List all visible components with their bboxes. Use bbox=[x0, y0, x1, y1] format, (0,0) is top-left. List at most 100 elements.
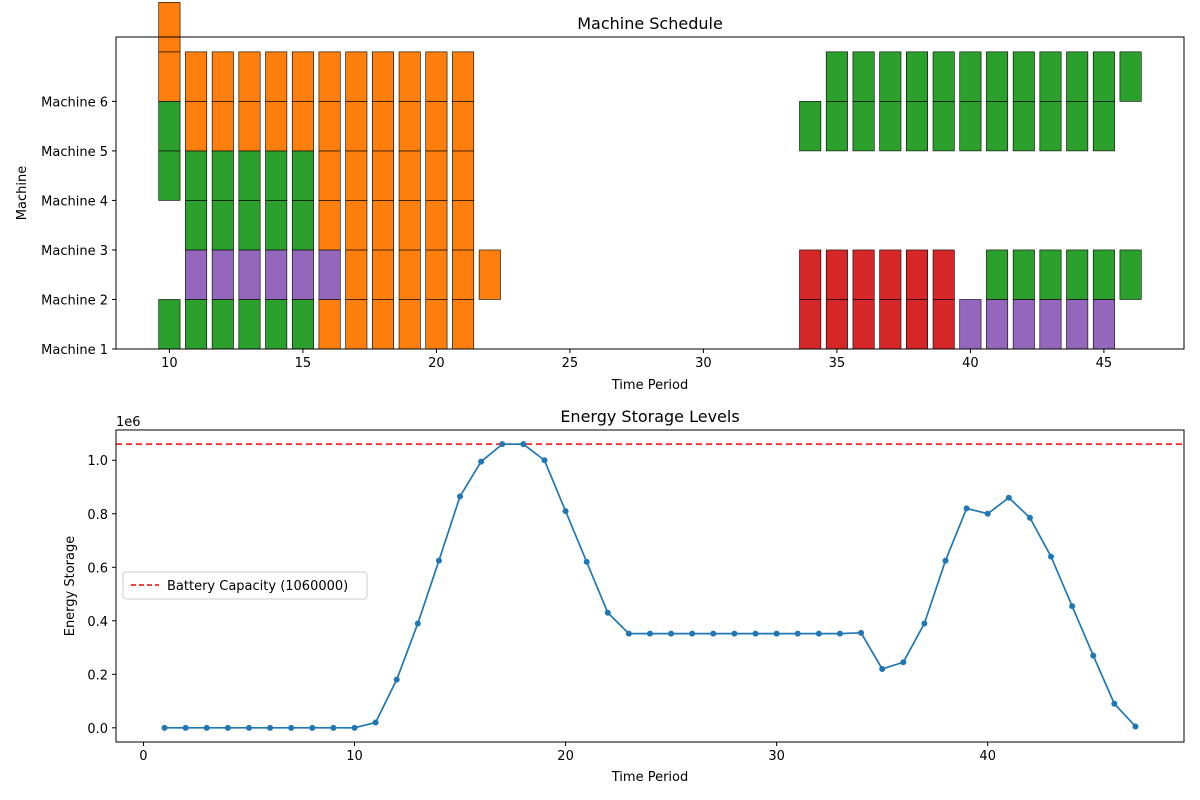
schedule-segment bbox=[265, 101, 288, 152]
schedule-segment bbox=[211, 101, 234, 152]
schedule-segment bbox=[265, 299, 288, 350]
schedule-segment bbox=[185, 299, 208, 350]
schedule-segment bbox=[345, 101, 368, 152]
x-tick-label: 30 bbox=[768, 749, 785, 764]
schedule-segment bbox=[452, 101, 475, 152]
energy-point bbox=[858, 629, 865, 636]
energy-point bbox=[161, 724, 168, 731]
schedule-segment bbox=[185, 150, 208, 201]
schedule-segment bbox=[185, 249, 208, 300]
schedule-segment bbox=[211, 200, 234, 251]
schedule-segment bbox=[318, 249, 341, 300]
energy-x-label: Time Period bbox=[611, 770, 688, 785]
schedule-segment bbox=[1012, 51, 1035, 102]
schedule-segment bbox=[372, 150, 394, 201]
energy-point bbox=[288, 724, 295, 731]
schedule-segment bbox=[1092, 101, 1115, 152]
schedule-segment bbox=[158, 2, 181, 53]
energy-point bbox=[203, 724, 210, 731]
schedule-segment bbox=[318, 200, 341, 251]
schedule-segment bbox=[825, 101, 848, 152]
schedule-segment bbox=[906, 249, 928, 300]
schedule-segment bbox=[799, 101, 822, 152]
energy-point bbox=[267, 724, 274, 731]
energy-point bbox=[689, 630, 696, 637]
energy-y-ticks: 0.0 0.2 0.4 0.6 0.8 1.0 bbox=[87, 454, 116, 737]
schedule-segment bbox=[318, 51, 341, 102]
energy-point bbox=[625, 630, 632, 637]
x-tick-label: 10 bbox=[161, 356, 178, 371]
y-tick-label: 0.8 bbox=[87, 508, 108, 523]
energy-point bbox=[435, 557, 442, 564]
energy-point bbox=[794, 630, 801, 637]
energy-point bbox=[499, 441, 506, 448]
energy-point bbox=[921, 620, 928, 627]
schedule-segment bbox=[852, 51, 875, 102]
energy-point bbox=[710, 630, 717, 637]
x-tick-label: 10 bbox=[346, 749, 363, 764]
schedule-segment bbox=[372, 101, 394, 152]
schedule-segment bbox=[265, 150, 288, 201]
schedule-segment bbox=[398, 101, 421, 152]
schedule-segment bbox=[1012, 299, 1035, 350]
schedule-segment bbox=[452, 150, 475, 201]
schedule-segment bbox=[852, 101, 875, 152]
y-tick-label: 0.4 bbox=[87, 615, 108, 630]
schedule-y-ticks: Machine 1 Machine 2 Machine 3 Machine 4 Mach… bbox=[41, 95, 116, 358]
schedule-segment bbox=[211, 299, 234, 350]
energy-point bbox=[1090, 652, 1097, 659]
schedule-segment bbox=[238, 101, 261, 152]
schedule-segment bbox=[1092, 299, 1115, 350]
energy-point bbox=[351, 724, 358, 731]
x-tick-label: 20 bbox=[428, 356, 445, 371]
x-tick-label: 40 bbox=[962, 356, 979, 371]
schedule-segment bbox=[825, 299, 848, 350]
schedule-segment bbox=[291, 249, 314, 300]
x-tick-label: 15 bbox=[295, 356, 312, 371]
energy-point bbox=[1048, 553, 1055, 560]
energy-point bbox=[1005, 494, 1012, 501]
schedule-segment bbox=[291, 200, 314, 251]
schedule-segment bbox=[211, 249, 234, 300]
schedule-segment bbox=[825, 51, 848, 102]
schedule-segment bbox=[959, 299, 982, 350]
energy-series bbox=[161, 441, 1139, 731]
energy-point bbox=[668, 630, 675, 637]
schedule-segment bbox=[318, 299, 341, 350]
schedule-segment bbox=[932, 101, 955, 152]
schedule-segment bbox=[452, 249, 475, 300]
energy-point bbox=[647, 630, 653, 637]
schedule-segment bbox=[932, 299, 955, 350]
y-tick-label: 0.6 bbox=[87, 561, 108, 576]
schedule-segment bbox=[825, 249, 848, 300]
schedule-segment bbox=[345, 249, 368, 300]
schedule-segment bbox=[158, 299, 181, 350]
y-tick-label: Machine 6 bbox=[41, 95, 108, 110]
energy-point bbox=[731, 630, 738, 637]
legend-box bbox=[122, 571, 368, 600]
y-tick-label: 0.0 bbox=[87, 722, 108, 737]
legend: Battery Capacity (1060000) bbox=[122, 571, 368, 600]
schedule-segment bbox=[211, 150, 234, 201]
energy-point bbox=[562, 508, 569, 515]
schedule-segment bbox=[238, 249, 261, 300]
x-tick-label: 30 bbox=[695, 356, 712, 371]
schedule-segment bbox=[986, 101, 1009, 152]
schedule-segment bbox=[1066, 299, 1089, 350]
schedule-segment bbox=[932, 51, 955, 102]
schedule-segment bbox=[852, 249, 875, 300]
schedule-segment bbox=[425, 249, 448, 300]
schedule-segment bbox=[291, 299, 314, 350]
energy-point bbox=[963, 505, 970, 512]
energy-point bbox=[1132, 723, 1139, 730]
energy-point bbox=[815, 630, 822, 637]
energy-x-ticks: 0 10 20 30 40 bbox=[139, 742, 996, 764]
energy-point bbox=[984, 510, 991, 517]
energy-y-label: Energy Storage bbox=[63, 536, 78, 637]
energy-point bbox=[752, 630, 759, 637]
schedule-segment bbox=[1066, 249, 1089, 300]
y-tick-label: Machine 3 bbox=[41, 244, 108, 259]
schedule-segment bbox=[372, 51, 394, 102]
energy-point bbox=[1069, 603, 1076, 610]
schedule-segment bbox=[425, 200, 448, 251]
